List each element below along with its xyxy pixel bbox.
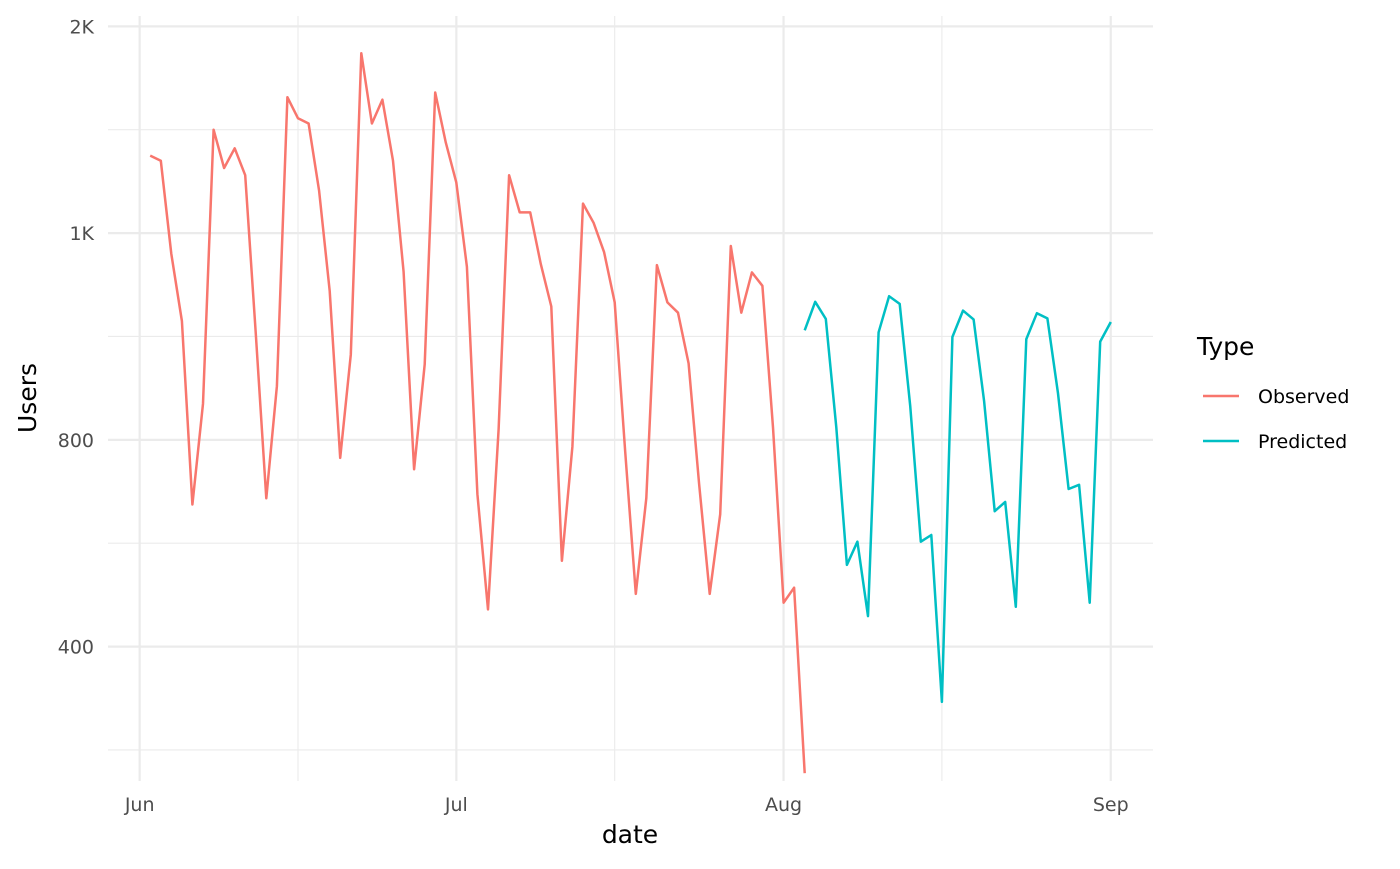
legend: Type Observed Predicted [1196, 332, 1349, 453]
y-tick-label: 800 [58, 430, 94, 452]
x-axis-title: date [602, 820, 658, 849]
y-tick-label: 1K [69, 223, 94, 245]
x-tick-label: Sep [1093, 794, 1129, 816]
x-tick-label: Aug [765, 794, 802, 816]
legend-title: Type [1196, 332, 1254, 361]
y-axis-ticks: 400 800 1K 2K [58, 16, 95, 658]
x-axis-ticks: Jun Jul Aug Sep [124, 794, 1129, 816]
x-tick-label: Jul [444, 794, 468, 816]
series-line-predicted [803, 294, 1112, 704]
series-lines [149, 51, 1112, 774]
y-axis-title: Users [13, 363, 42, 433]
grid [108, 16, 1153, 781]
series-line-observed [149, 51, 806, 774]
x-tick-label: Jun [124, 794, 155, 816]
legend-label-predicted: Predicted [1258, 431, 1347, 453]
y-tick-label: 400 [58, 637, 94, 659]
legend-label-observed: Observed [1258, 386, 1349, 408]
y-tick-label: 2K [69, 16, 94, 38]
